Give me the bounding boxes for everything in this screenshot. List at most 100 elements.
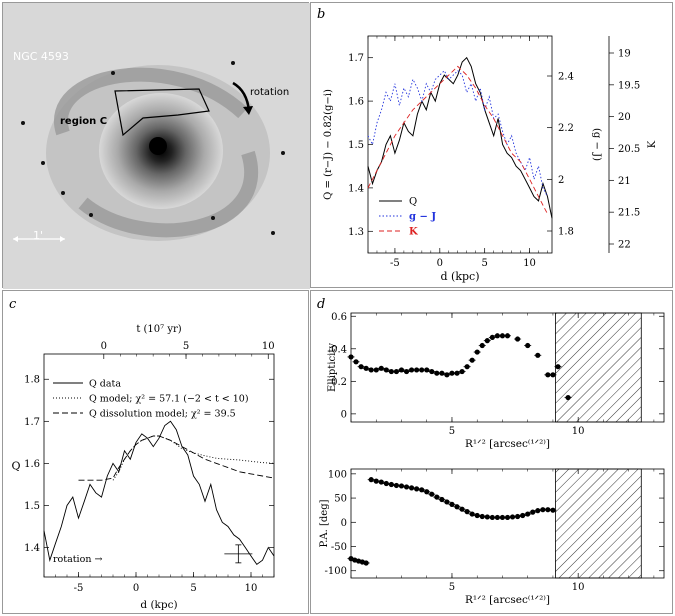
chart-c: -5 0 5 10 0 5 10 1.4 1.5 1.6 1.7 1.8 Q data Q model; …: [11, 324, 275, 611]
x-tick-label: 0: [133, 583, 139, 594]
data-point: [550, 507, 556, 513]
y-tick-label: 1.5: [24, 501, 40, 512]
top-axis-label: t (10⁷ yr): [136, 324, 181, 335]
star: [281, 151, 285, 155]
galaxy-image: [3, 3, 310, 289]
series-line: [112, 435, 275, 481]
data-point: [353, 359, 359, 365]
data-point: [398, 367, 405, 373]
star: [21, 121, 25, 125]
data-point: [474, 349, 480, 355]
y-tick-label: 0.4: [331, 344, 347, 355]
y-tick-label: 1.7: [24, 417, 40, 428]
galaxy-name: NGC 4593: [13, 50, 69, 63]
x-tick-label: -5: [74, 583, 84, 594]
data-point: [484, 338, 490, 344]
legend-label: K: [409, 227, 418, 238]
panel-label: c: [9, 297, 17, 312]
data-point: [479, 342, 485, 349]
x-tick-label: 0: [437, 258, 443, 269]
series-k: [367, 65, 548, 215]
spiral-arm: [54, 67, 248, 136]
panel-b: b -5 0 5 10 1.3 1.4 1.5 1.6 1.7 1.8 2 2.2 2.4 19 19.5 2…: [310, 2, 673, 288]
x-axis-label: R¹ᐟ² [arcsec⁽¹ᐟ²⁾]: [465, 594, 550, 606]
data-point: [494, 514, 501, 521]
scale-bar-arrow: [60, 236, 65, 242]
data-point: [424, 367, 430, 373]
data-point: [499, 514, 506, 521]
star: [271, 231, 275, 235]
star: [111, 71, 115, 75]
x-tick-label: 10: [572, 582, 585, 593]
data-point: [424, 489, 430, 495]
y-tick-label: 1.6: [348, 97, 364, 108]
data-point: [540, 507, 546, 513]
y-axis-label: P.A. [deg]: [319, 499, 330, 547]
data-point: [383, 367, 389, 373]
data-point: [414, 486, 420, 492]
data-point: [545, 372, 551, 378]
data-point: [414, 367, 420, 373]
plot-frame: [43, 353, 275, 578]
data-point: [408, 367, 415, 373]
data-point: [494, 333, 501, 339]
data-point: [408, 485, 415, 491]
data-point: [363, 560, 369, 566]
k-tick-label: 20: [618, 112, 631, 123]
x-tick-label: 10: [523, 258, 536, 269]
data-point: [530, 509, 536, 515]
rotation-label: rotation: [250, 87, 290, 98]
data-point: [388, 481, 394, 488]
x-axis-label: R¹ᐟ² [arcsec⁽¹ᐟ²⁾]: [465, 438, 550, 450]
scale-bar-arrow: [13, 236, 18, 242]
data-point: [520, 512, 526, 519]
data-point: [449, 370, 455, 376]
k-tick-label: 19: [618, 49, 631, 60]
star: [211, 216, 215, 220]
series-q: [367, 56, 553, 219]
data-point: [393, 482, 400, 489]
data-point: [469, 357, 475, 363]
data-point: [565, 394, 571, 401]
data-point: [459, 506, 465, 512]
star: [61, 191, 65, 195]
legend-label: Q dissolution model; χ² = 39.5: [89, 409, 236, 420]
k-tick-label: 21: [618, 176, 631, 187]
data-point: [403, 484, 410, 490]
x-axis-label: d (kpc): [441, 270, 480, 283]
k-tick-label: 20.5: [618, 144, 640, 155]
k-axis-label: K: [647, 140, 658, 148]
data-point: [514, 513, 521, 520]
data-point: [439, 496, 445, 503]
series-g-j: [367, 69, 548, 197]
y-tick-label: 50: [334, 494, 347, 505]
data-point: [535, 508, 541, 514]
data-point: [348, 354, 354, 360]
spiral-arm: [78, 150, 258, 238]
y-tick-label: 1.4: [348, 183, 364, 194]
y-axis-label: Ellipticity: [327, 343, 338, 392]
data-point: [419, 487, 425, 493]
x-tick-label: -5: [390, 258, 400, 269]
data-point: [499, 333, 506, 339]
data-point: [479, 513, 485, 520]
data-point: [434, 370, 440, 376]
x-tick-label: 10: [572, 426, 585, 437]
y2-tick-label: 2.2: [558, 123, 574, 134]
y-tick-label: 1.4: [24, 543, 40, 554]
hatched-region: [555, 468, 642, 579]
k-tick-label: 22: [618, 240, 631, 251]
y-tick-label: 1.6: [24, 459, 40, 470]
plot-frame: [350, 468, 665, 579]
y2-tick-label: 2.4: [558, 72, 574, 83]
y-axis-label: Q: [11, 460, 20, 473]
region-c-outline: [114, 88, 210, 137]
y2-axis-label: (g − J): [591, 128, 602, 161]
y-tick-label: 0: [341, 409, 347, 420]
data-point: [368, 477, 374, 483]
rotation-arrowhead: [243, 106, 253, 115]
y-tick-label: -100: [325, 566, 347, 577]
data-point: [484, 514, 490, 520]
y2-tick-label: 1.8: [558, 227, 574, 238]
